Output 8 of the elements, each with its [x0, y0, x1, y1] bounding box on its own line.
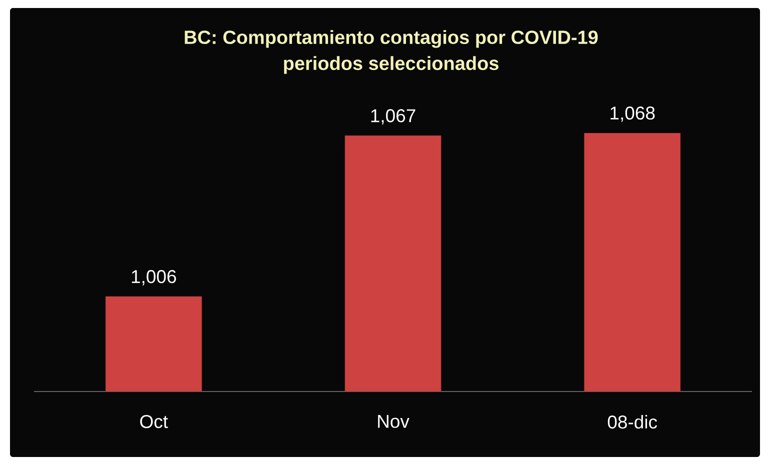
- chart-subtitle: periodos seleccionados: [284, 56, 498, 74]
- chart-title: BC: Comportamiento contagios por COVID-19: [184, 30, 598, 48]
- data-label: 1,068: [610, 106, 655, 122]
- x-tick-label: Nov: [378, 415, 410, 428]
- x-tick-label: 08-dic: [608, 415, 658, 429]
- x-tick-label: Oct: [140, 415, 168, 428]
- data-label: 1,067: [371, 109, 416, 124]
- data-label: 1,006: [132, 270, 176, 286]
